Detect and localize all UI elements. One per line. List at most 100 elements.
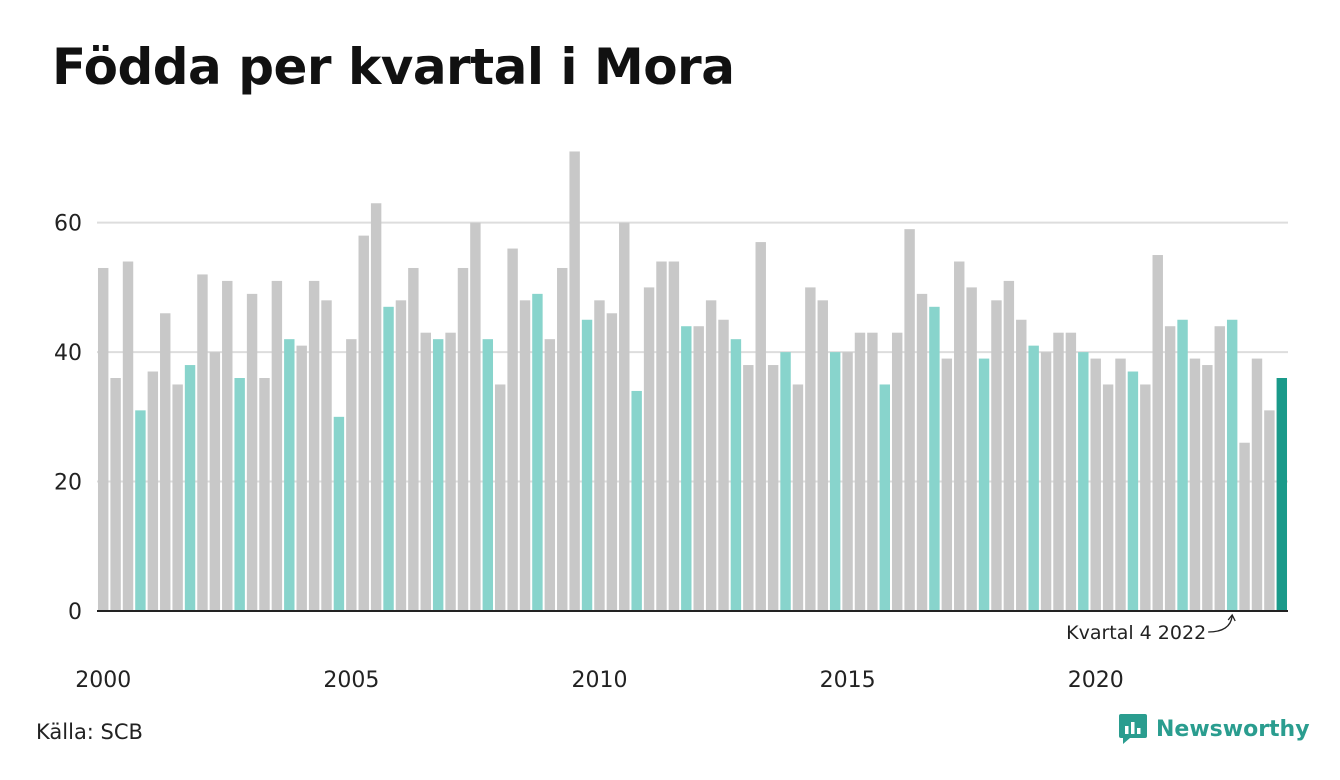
bar (1115, 358, 1126, 611)
bar (755, 242, 766, 612)
bar (1226, 319, 1238, 611)
bar (97, 267, 109, 611)
bar (122, 261, 134, 611)
bar (1189, 358, 1201, 611)
bar (991, 300, 1002, 611)
x-tick-label: 2010 (571, 668, 627, 693)
bar (470, 222, 481, 611)
bar (656, 261, 667, 611)
bar (346, 339, 357, 611)
bar (321, 300, 332, 611)
bar (767, 365, 779, 611)
bar (482, 339, 494, 611)
annotation-label: Kvartal 4 2022 (1066, 622, 1206, 644)
x-axis: 2000 2005 2010 2015 2020 (75, 610, 1288, 693)
bar (1065, 332, 1077, 611)
bar (954, 261, 965, 611)
bar (160, 313, 171, 611)
bar (891, 332, 903, 611)
bar (519, 300, 531, 611)
bar (222, 280, 233, 611)
bar (370, 203, 382, 611)
x-tick-label: 2020 (1068, 668, 1124, 693)
bar (557, 267, 568, 611)
bars (97, 151, 1288, 612)
bar (1040, 352, 1052, 611)
annotation: Kvartal 4 2022 (1066, 613, 1236, 644)
bar (1028, 345, 1039, 611)
bar (457, 267, 469, 611)
bar (1016, 319, 1027, 611)
bar (184, 365, 196, 611)
bar (135, 410, 146, 611)
source-note: Källa: SCB (36, 720, 143, 744)
bar (197, 274, 208, 611)
bar (631, 390, 642, 611)
annotation-arrow (1208, 615, 1233, 633)
bar (147, 371, 159, 611)
bar (532, 293, 543, 611)
bar (681, 326, 692, 611)
bar (705, 300, 717, 611)
bar (1102, 384, 1114, 611)
bar (730, 339, 742, 611)
bar (1152, 255, 1163, 611)
bar (867, 332, 878, 611)
bar (1003, 280, 1015, 611)
bar (1164, 326, 1176, 611)
bar (619, 222, 630, 611)
x-tick-label: 2005 (323, 668, 379, 693)
bar (718, 319, 729, 611)
bar (1276, 378, 1288, 611)
bar (1078, 352, 1089, 611)
bar (1251, 358, 1263, 611)
bar (792, 384, 804, 611)
bar (246, 293, 258, 611)
bar (544, 339, 556, 611)
bar (1177, 319, 1188, 611)
bar (904, 229, 915, 611)
bar (854, 332, 866, 611)
bar (643, 287, 655, 611)
bar (929, 306, 940, 611)
brand-logo: Newsworthy (1118, 712, 1310, 746)
bar (395, 300, 407, 611)
bar (408, 267, 419, 611)
x-tick-label: 2000 (75, 668, 131, 693)
bar (1090, 358, 1101, 611)
y-tick-label: 40 (54, 341, 82, 366)
bar (581, 319, 593, 611)
bar (594, 300, 605, 611)
bar (308, 280, 320, 611)
bar (916, 293, 928, 611)
bar (271, 280, 283, 611)
bar (978, 358, 990, 611)
bar (1264, 410, 1275, 611)
bar (234, 378, 245, 611)
bar (383, 306, 394, 611)
bar (1053, 332, 1064, 611)
bar (879, 384, 891, 611)
y-tick-label: 0 (68, 600, 82, 625)
bar (569, 151, 580, 611)
bar (110, 378, 121, 611)
bar (805, 287, 816, 611)
bar (780, 352, 791, 611)
y-tick-label: 20 (54, 471, 82, 496)
bar (284, 339, 295, 611)
newsworthy-logo-icon (1119, 714, 1147, 744)
bar (296, 345, 307, 611)
bar (259, 378, 270, 611)
bar (668, 261, 680, 611)
bar (494, 384, 506, 611)
brand-name: Newsworthy (1156, 716, 1310, 742)
bar (1140, 384, 1151, 611)
bar (941, 358, 953, 611)
gridlines (97, 221, 1288, 483)
y-axis: 0 20 40 60 (54, 212, 82, 625)
bar (358, 235, 369, 611)
bar (1127, 371, 1139, 611)
bar (1214, 326, 1225, 611)
annotation-arrowhead (1227, 613, 1236, 622)
